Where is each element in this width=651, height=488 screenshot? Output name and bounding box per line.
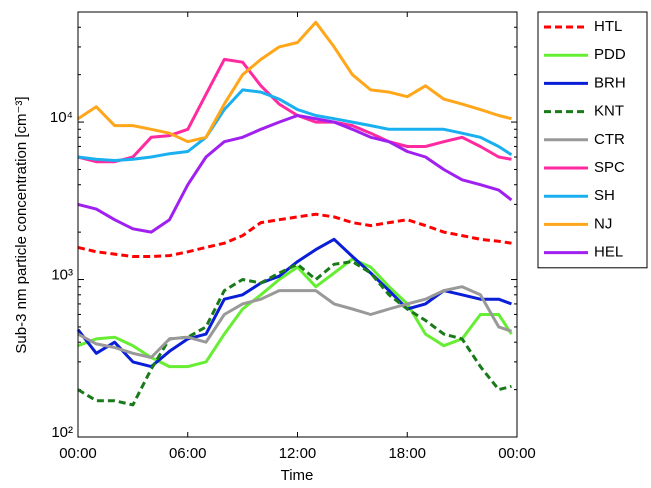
- x-tick-label: 06:00: [169, 445, 207, 462]
- legend-label: HTL: [594, 18, 622, 35]
- legend-label: SPC: [594, 159, 625, 176]
- plot-frame: [77, 11, 518, 438]
- series-line: [77, 57, 512, 164]
- x-tick-label: 00:00: [498, 445, 536, 462]
- y-axis-label: Sub-3 nm particle concentration [cm⁻³]: [13, 96, 30, 353]
- y-tick-label: 10²: [51, 424, 73, 441]
- legend-label: SH: [594, 187, 615, 204]
- series-line: [77, 285, 512, 359]
- series-line: [76, 237, 513, 369]
- legend-label: CTR: [594, 131, 625, 148]
- series-line: [77, 88, 513, 162]
- legend-label: NJ: [594, 215, 612, 232]
- x-tick-label: 00:00: [59, 445, 97, 462]
- x-axis-label: Time: [281, 467, 314, 484]
- x-tick-label: 18:00: [388, 445, 426, 462]
- legend-label: BRH: [594, 74, 626, 91]
- series-line: [77, 114, 513, 234]
- series-line: [77, 212, 512, 258]
- legend-label: KNT: [594, 103, 624, 120]
- legend-label: PDD: [594, 46, 626, 63]
- series-line: [77, 20, 512, 144]
- legend-label: HEL: [594, 244, 623, 261]
- series-line: [77, 257, 513, 369]
- y-tick-label: 10³: [51, 267, 73, 284]
- series-line: [77, 260, 512, 407]
- x-tick-label: 12:00: [279, 445, 317, 462]
- y-tick-label: 10⁴: [50, 109, 73, 126]
